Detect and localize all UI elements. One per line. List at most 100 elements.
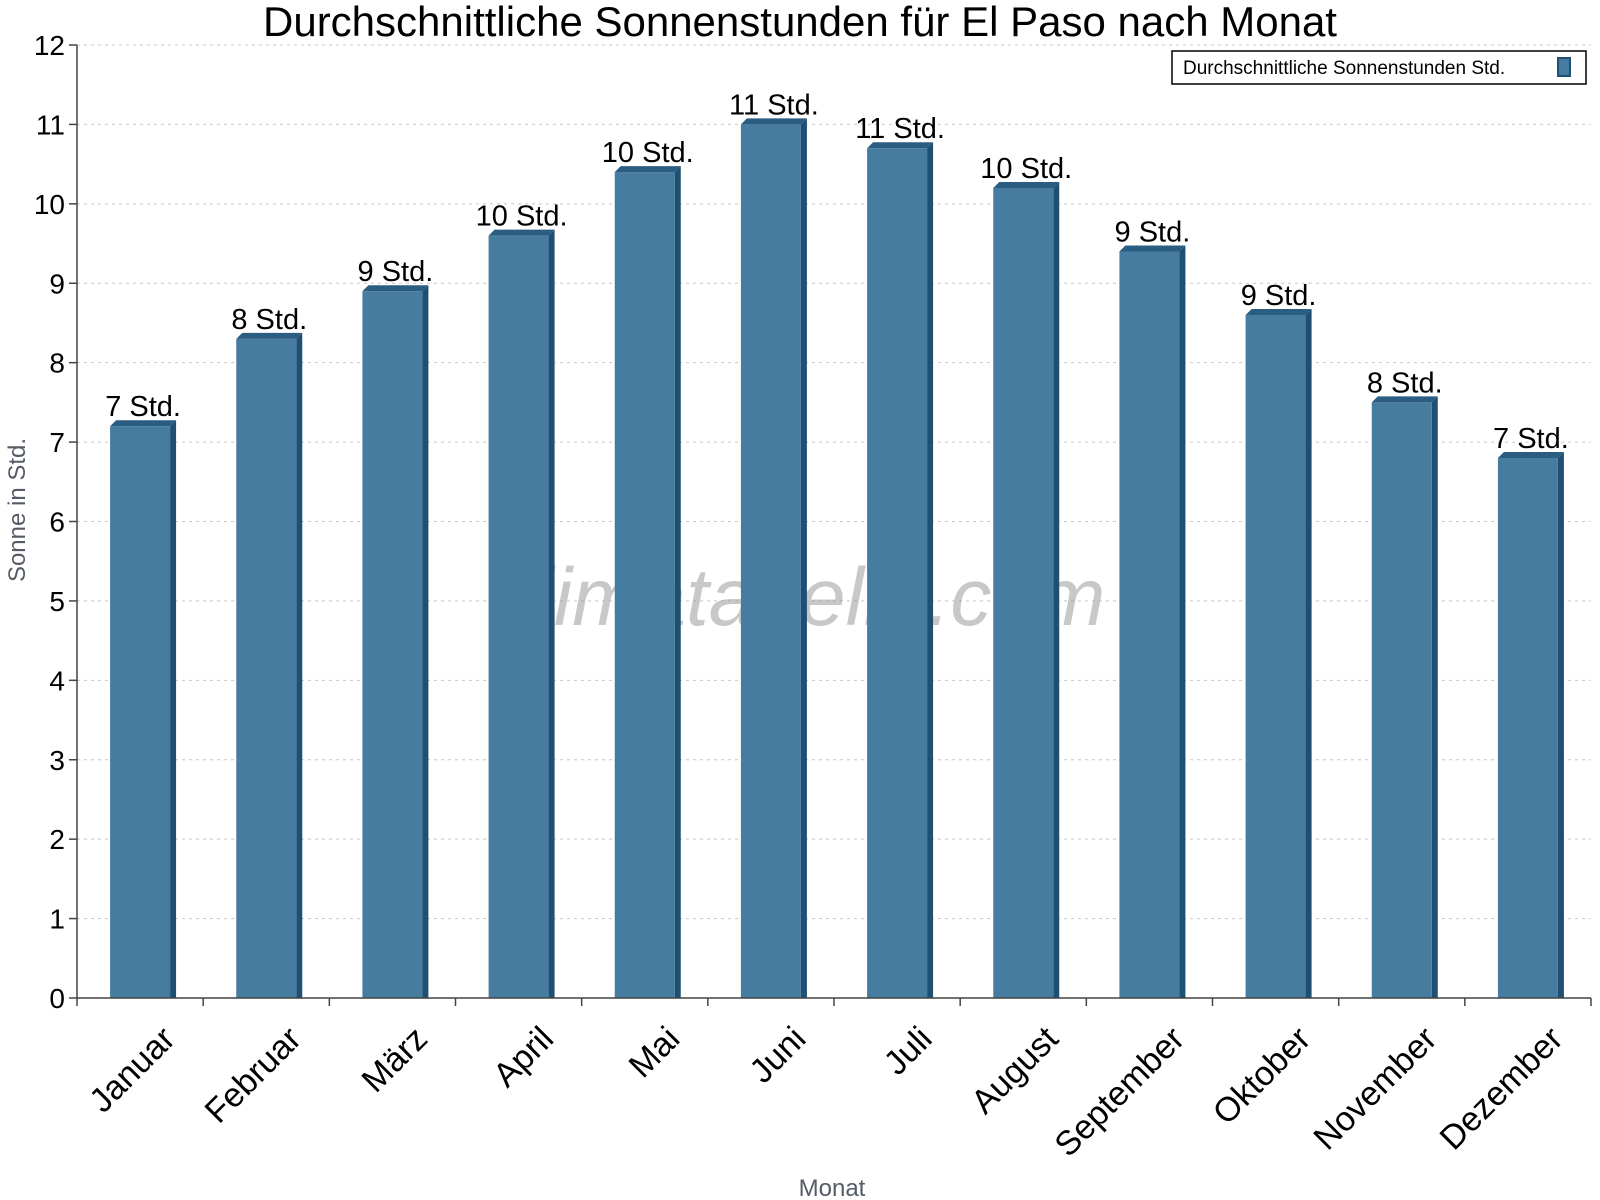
bar	[614, 166, 681, 999]
y-tick-label: 2	[49, 824, 65, 855]
bar-front	[488, 235, 549, 999]
bar-top	[1497, 451, 1564, 458]
bar	[362, 285, 429, 999]
x-tick-label: August	[964, 1019, 1066, 1121]
bar-top	[993, 181, 1060, 188]
x-tick-label: Januar	[82, 1020, 182, 1120]
data-label: 11 Std.	[729, 89, 819, 121]
data-label: 7 Std.	[105, 391, 181, 423]
bars	[110, 118, 1564, 999]
x-tick-label: Oktober	[1206, 1020, 1318, 1132]
data-label: 10 Std.	[476, 201, 568, 233]
bar-top	[740, 118, 807, 125]
data-label: 9 Std.	[1241, 280, 1317, 312]
data-label: 7 Std.	[1493, 423, 1569, 455]
bar-front	[236, 338, 297, 998]
y-tick-label: 11	[36, 109, 65, 140]
y-tick-label: 8	[49, 348, 65, 379]
legend-box	[1171, 50, 1587, 85]
bar	[1119, 245, 1186, 998]
bar	[993, 181, 1060, 998]
data-label: 8 Std.	[231, 304, 307, 336]
y-tick-label: 12	[34, 30, 65, 61]
bar	[740, 118, 807, 998]
bar	[236, 332, 303, 998]
bar-side	[674, 166, 681, 999]
bar	[1371, 396, 1438, 998]
legend: Durchschnittliche Sonnenstunden Std.	[1171, 50, 1587, 85]
data-label: 8 Std.	[1367, 367, 1443, 399]
bar-top	[1245, 309, 1312, 316]
y-tick-label: 0	[49, 983, 65, 1014]
bar-side	[1305, 309, 1312, 998]
bar-top	[1119, 245, 1186, 252]
bar-top	[614, 166, 681, 173]
legend-swatch	[1557, 57, 1571, 77]
bar	[1497, 451, 1564, 998]
data-labels: 7 Std. 8 Std. 9 Std. 10 Std. 10 Std. 11 Std. 1…	[105, 89, 1569, 455]
bar-front	[362, 291, 423, 999]
bar-side	[1179, 245, 1186, 998]
data-label: 11 Std.	[855, 113, 945, 145]
data-label: 10 Std.	[980, 153, 1072, 185]
bar-front	[1245, 315, 1306, 998]
x-tick-label: Juli	[877, 1020, 940, 1083]
bar-top	[867, 142, 934, 149]
y-axis-label: Sonne in Std.	[4, 438, 31, 582]
x-tick-label: September	[1047, 1020, 1191, 1164]
bar-side	[170, 420, 177, 998]
bar	[1245, 309, 1312, 998]
data-label: 9 Std.	[1115, 216, 1191, 248]
x-tick-label: April	[486, 1020, 561, 1095]
bar-side	[548, 229, 555, 999]
bar-front	[867, 148, 928, 998]
bar	[867, 142, 934, 998]
y-tick-label: 3	[49, 745, 65, 776]
bar-front	[1497, 457, 1558, 998]
grid-lines	[77, 44, 1591, 920]
bar-top	[1371, 396, 1438, 403]
y-tick-label: 9	[49, 268, 65, 299]
x-axis-label: Monat	[799, 1175, 866, 1200]
bar-front	[110, 426, 171, 998]
bar-side	[927, 142, 934, 998]
bar-front	[740, 124, 801, 998]
bar-front	[614, 172, 675, 999]
data-label: 10 Std.	[602, 137, 694, 169]
bar-side	[296, 332, 303, 998]
data-label: 9 Std.	[358, 256, 434, 288]
bar-front	[993, 187, 1054, 998]
x-tick-label: Februar	[198, 1020, 309, 1131]
x-tick-label: Dezember	[1433, 1020, 1571, 1158]
y-tick-label: 5	[49, 586, 65, 617]
bar-top	[488, 229, 555, 236]
y-tick-label: 6	[49, 507, 65, 538]
bar-side	[1557, 451, 1564, 998]
y-tick-label: 4	[49, 665, 65, 696]
bar	[110, 420, 177, 998]
x-tick-label: Mai	[622, 1020, 688, 1086]
x-tick-labels: Januar Februar März April Mai Juni Juli AugustS…	[82, 1019, 1570, 1164]
bar-front	[1119, 251, 1180, 998]
axes	[69, 44, 1592, 1006]
bar-side	[800, 118, 807, 998]
bar-top	[110, 420, 177, 427]
y-tick-label: 10	[34, 189, 65, 220]
x-tick-label: November	[1306, 1020, 1444, 1158]
bar	[488, 229, 555, 999]
bar-top	[362, 285, 429, 292]
y-tick-label: 7	[49, 427, 65, 458]
bar-front	[1371, 402, 1432, 998]
legend-label: Durchschnittliche Sonnenstunden Std.	[1183, 58, 1505, 79]
chart-title: Durchschnittliche Sonnenstunden für El P…	[263, 0, 1337, 45]
x-tick-label: März	[355, 1020, 435, 1100]
y-tick-label: 1	[49, 904, 65, 935]
bar-side	[1431, 396, 1438, 998]
bar-side	[1053, 181, 1060, 998]
x-tick-label: Juni	[742, 1020, 813, 1091]
bar-side	[422, 285, 429, 999]
bar-top	[236, 332, 303, 339]
